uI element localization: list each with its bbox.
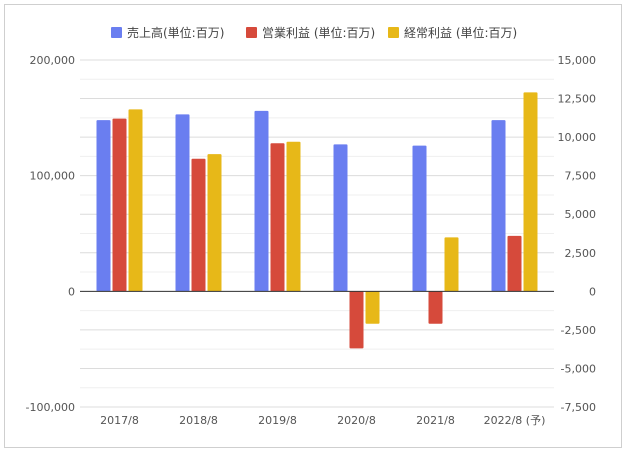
legend-swatch	[111, 27, 122, 38]
bar-marks	[96, 92, 538, 349]
right-tick-label: 15,000	[558, 54, 597, 67]
right-tick-label: 5,000	[565, 208, 597, 221]
legend-swatch	[246, 27, 257, 38]
bar-2-2017/8	[112, 118, 127, 292]
bar-1-2018/8	[175, 114, 190, 292]
category-label: 2020/8	[337, 414, 376, 427]
bar-3-2020/8	[365, 291, 380, 324]
right-tick-label: -5,000	[561, 362, 596, 375]
bar-3-2019/8	[286, 141, 301, 292]
left-axis-ticks: 200,000 100,000 0 -100,000	[26, 54, 75, 414]
bar-2-2018/8	[191, 158, 206, 292]
bar-2-2022/8 (予)	[507, 235, 522, 292]
bar-1-2019/8	[254, 110, 269, 292]
right-tick-label: 0	[589, 285, 596, 298]
left-tick-label: 200,000	[30, 54, 76, 67]
bar-3-2022/8 (予)	[523, 92, 538, 292]
legend-swatch	[388, 27, 399, 38]
right-tick-label: 12,500	[558, 93, 597, 106]
bar-1-2021/8	[412, 145, 427, 292]
category-label: 2021/8	[416, 414, 455, 427]
right-tick-label: 10,000	[558, 131, 597, 144]
left-tick-label: 100,000	[30, 170, 76, 183]
bar-2-2020/8	[349, 291, 364, 349]
left-tick-label: -100,000	[26, 401, 75, 414]
right-axis-ticks: 15,000 12,500 10,000 7,500 5,000 2,500 0 -2,500…	[558, 54, 597, 414]
right-tick-label: -7,500	[561, 401, 596, 414]
right-tick-label: 7,500	[565, 170, 597, 183]
right-tick-label: 2,500	[565, 247, 597, 260]
bar-3-2018/8	[207, 154, 222, 292]
bar-2-2021/8	[428, 291, 443, 324]
category-label: 2022/8 (予)	[484, 414, 546, 427]
right-tick-label: -2,500	[561, 324, 596, 337]
category-label: 2019/8	[258, 414, 297, 427]
bar-1-2017/8	[96, 120, 111, 292]
category-label: 2018/8	[179, 414, 218, 427]
category-label: 2017/8	[100, 414, 139, 427]
bar-1-2020/8	[333, 144, 348, 292]
bar-1-2022/8 (予)	[491, 120, 506, 292]
legend-label: 売上高(単位:百万)	[127, 25, 224, 40]
bar-3-2021/8	[444, 237, 459, 292]
category-axis: 2017/8 2018/8 2019/8 2020/8 2021/8 2022/8 (予)	[100, 414, 545, 427]
legend-label: 営業利益 (単位:百万)	[262, 25, 375, 40]
left-tick-label: 0	[68, 285, 75, 298]
bar-3-2017/8	[128, 109, 143, 292]
legend-label: 経常利益 (単位:百万)	[404, 25, 517, 40]
bar-2-2019/8	[270, 143, 285, 292]
legend: 売上高(単位:百万) 営業利益 (単位:百万) 経常利益 (単位:百万)	[111, 25, 517, 40]
gridlines	[80, 59, 554, 408]
